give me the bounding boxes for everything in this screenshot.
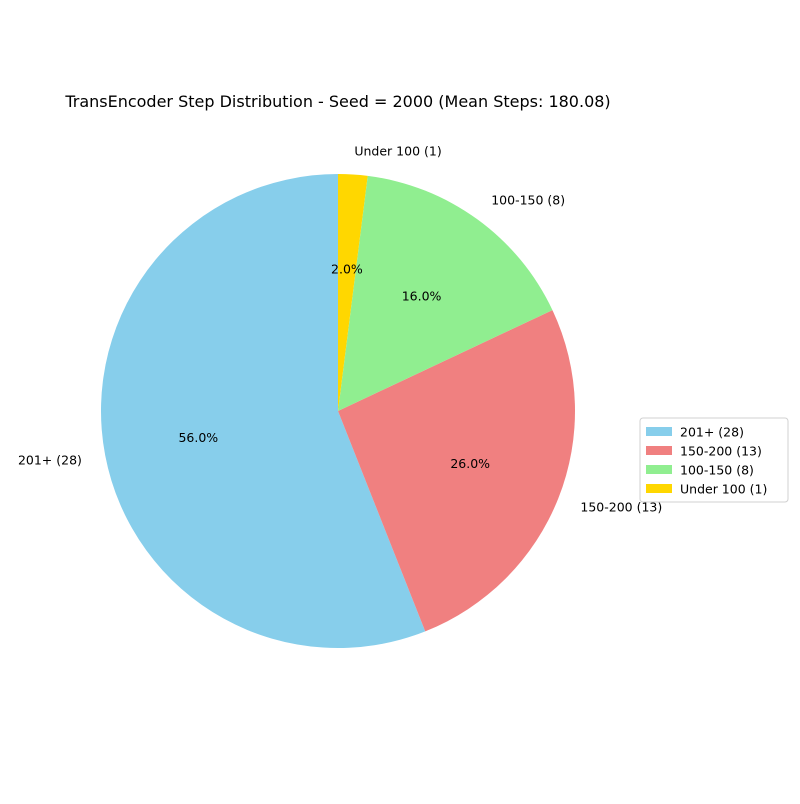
pie-slice-201-28 <box>101 174 426 648</box>
legend-entry-under-100-1: Under 100 (1) <box>680 482 767 497</box>
slice-label-150-200-13: 150-200 (13) <box>580 499 662 514</box>
legend-entry-150-200-13: 150-200 (13) <box>680 444 762 459</box>
legend-swatch-150-200-13 <box>646 446 672 455</box>
slice-label-201-28: 201+ (28) <box>18 452 82 467</box>
percent-label-201-28: 56.0% <box>178 430 218 445</box>
slice-label-under-100-1: Under 100 (1) <box>354 143 441 158</box>
legend-swatch-100-150-8 <box>646 465 672 474</box>
percent-label-under-100-1: 2.0% <box>331 262 363 277</box>
pie-slice-100-150-8 <box>338 175 553 411</box>
slice-label-100-150-8: 100-150 (8) <box>491 193 565 208</box>
legend-swatch-201-28 <box>646 427 672 436</box>
legend-swatch-under-100-1 <box>646 484 672 493</box>
percent-label-100-150-8: 16.0% <box>402 288 442 303</box>
legend-entry-100-150-8: 100-150 (8) <box>680 463 754 478</box>
legend-frame <box>639 417 789 503</box>
percent-label-150-200-13: 26.0% <box>450 456 490 471</box>
labels-layer: 201+ (28) 56.0% 150-200 (13) 26.0% 100-150 (… <box>18 143 662 514</box>
legend-entry-201-28: 201+ (28) <box>680 425 744 440</box>
pie-slice-150-200-13 <box>338 310 575 632</box>
legend: 201+ (28) 150-200 (13) 100-150 (8) Under 10… <box>639 417 789 503</box>
pie-slice-under-100-1 <box>338 174 368 411</box>
slices-layer <box>101 174 575 648</box>
chart-title: TransEncoder Step Distribution - Seed = … <box>64 92 610 111</box>
